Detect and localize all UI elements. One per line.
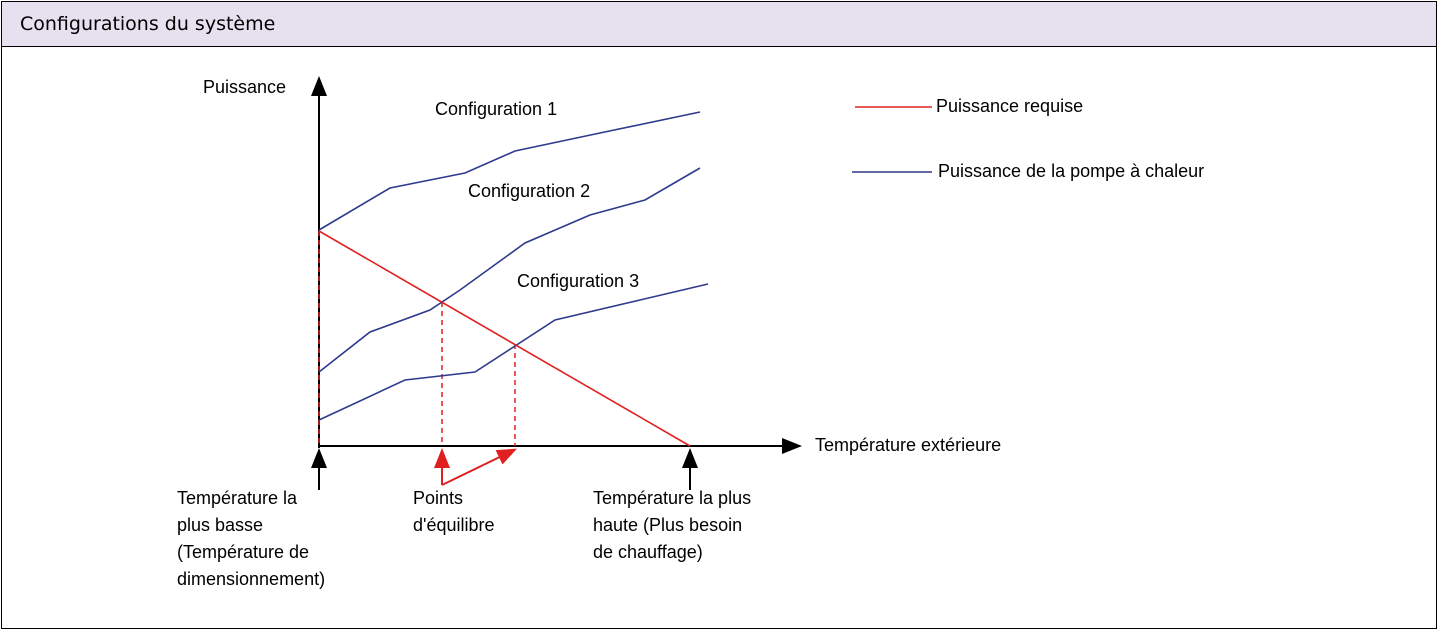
annotation-line: dimensionnement) (177, 569, 325, 589)
annotation-line: Points (413, 488, 463, 508)
annotation: Température la plus haute (Plus besoin d… (593, 488, 751, 562)
annotation-line: de chauffage) (593, 542, 703, 562)
curve-label: Configuration 3 (517, 271, 639, 291)
legend-label: Puissance requise (936, 96, 1083, 116)
annotation: Température la plus basse (Température d… (177, 488, 325, 589)
curve-label: Configuration 2 (468, 181, 590, 201)
y-axis-label: Puissance (203, 77, 286, 97)
heat-pump-curves (318, 111, 709, 421)
annotation-line: plus basse (177, 515, 263, 535)
annotation-line: Température la (177, 488, 298, 508)
annotation-line: d'équilibre (413, 515, 495, 535)
curve-label: Configuration 1 (435, 99, 557, 119)
annotation-line: haute (Plus besoin (593, 515, 742, 535)
pointer-arrow (441, 448, 517, 486)
required-power-line (318, 230, 691, 447)
annotation-line: (Température de (177, 542, 309, 562)
x-axis-label: Température extérieure (815, 435, 1001, 455)
dashed-guides (318, 231, 516, 446)
annotation: Points d'équilibre (413, 488, 495, 535)
annotation-line: Température la plus (593, 488, 751, 508)
legend-label: Puissance de la pompe à chaleur (938, 161, 1204, 181)
panel-title: Configurations du système (2, 2, 1436, 47)
